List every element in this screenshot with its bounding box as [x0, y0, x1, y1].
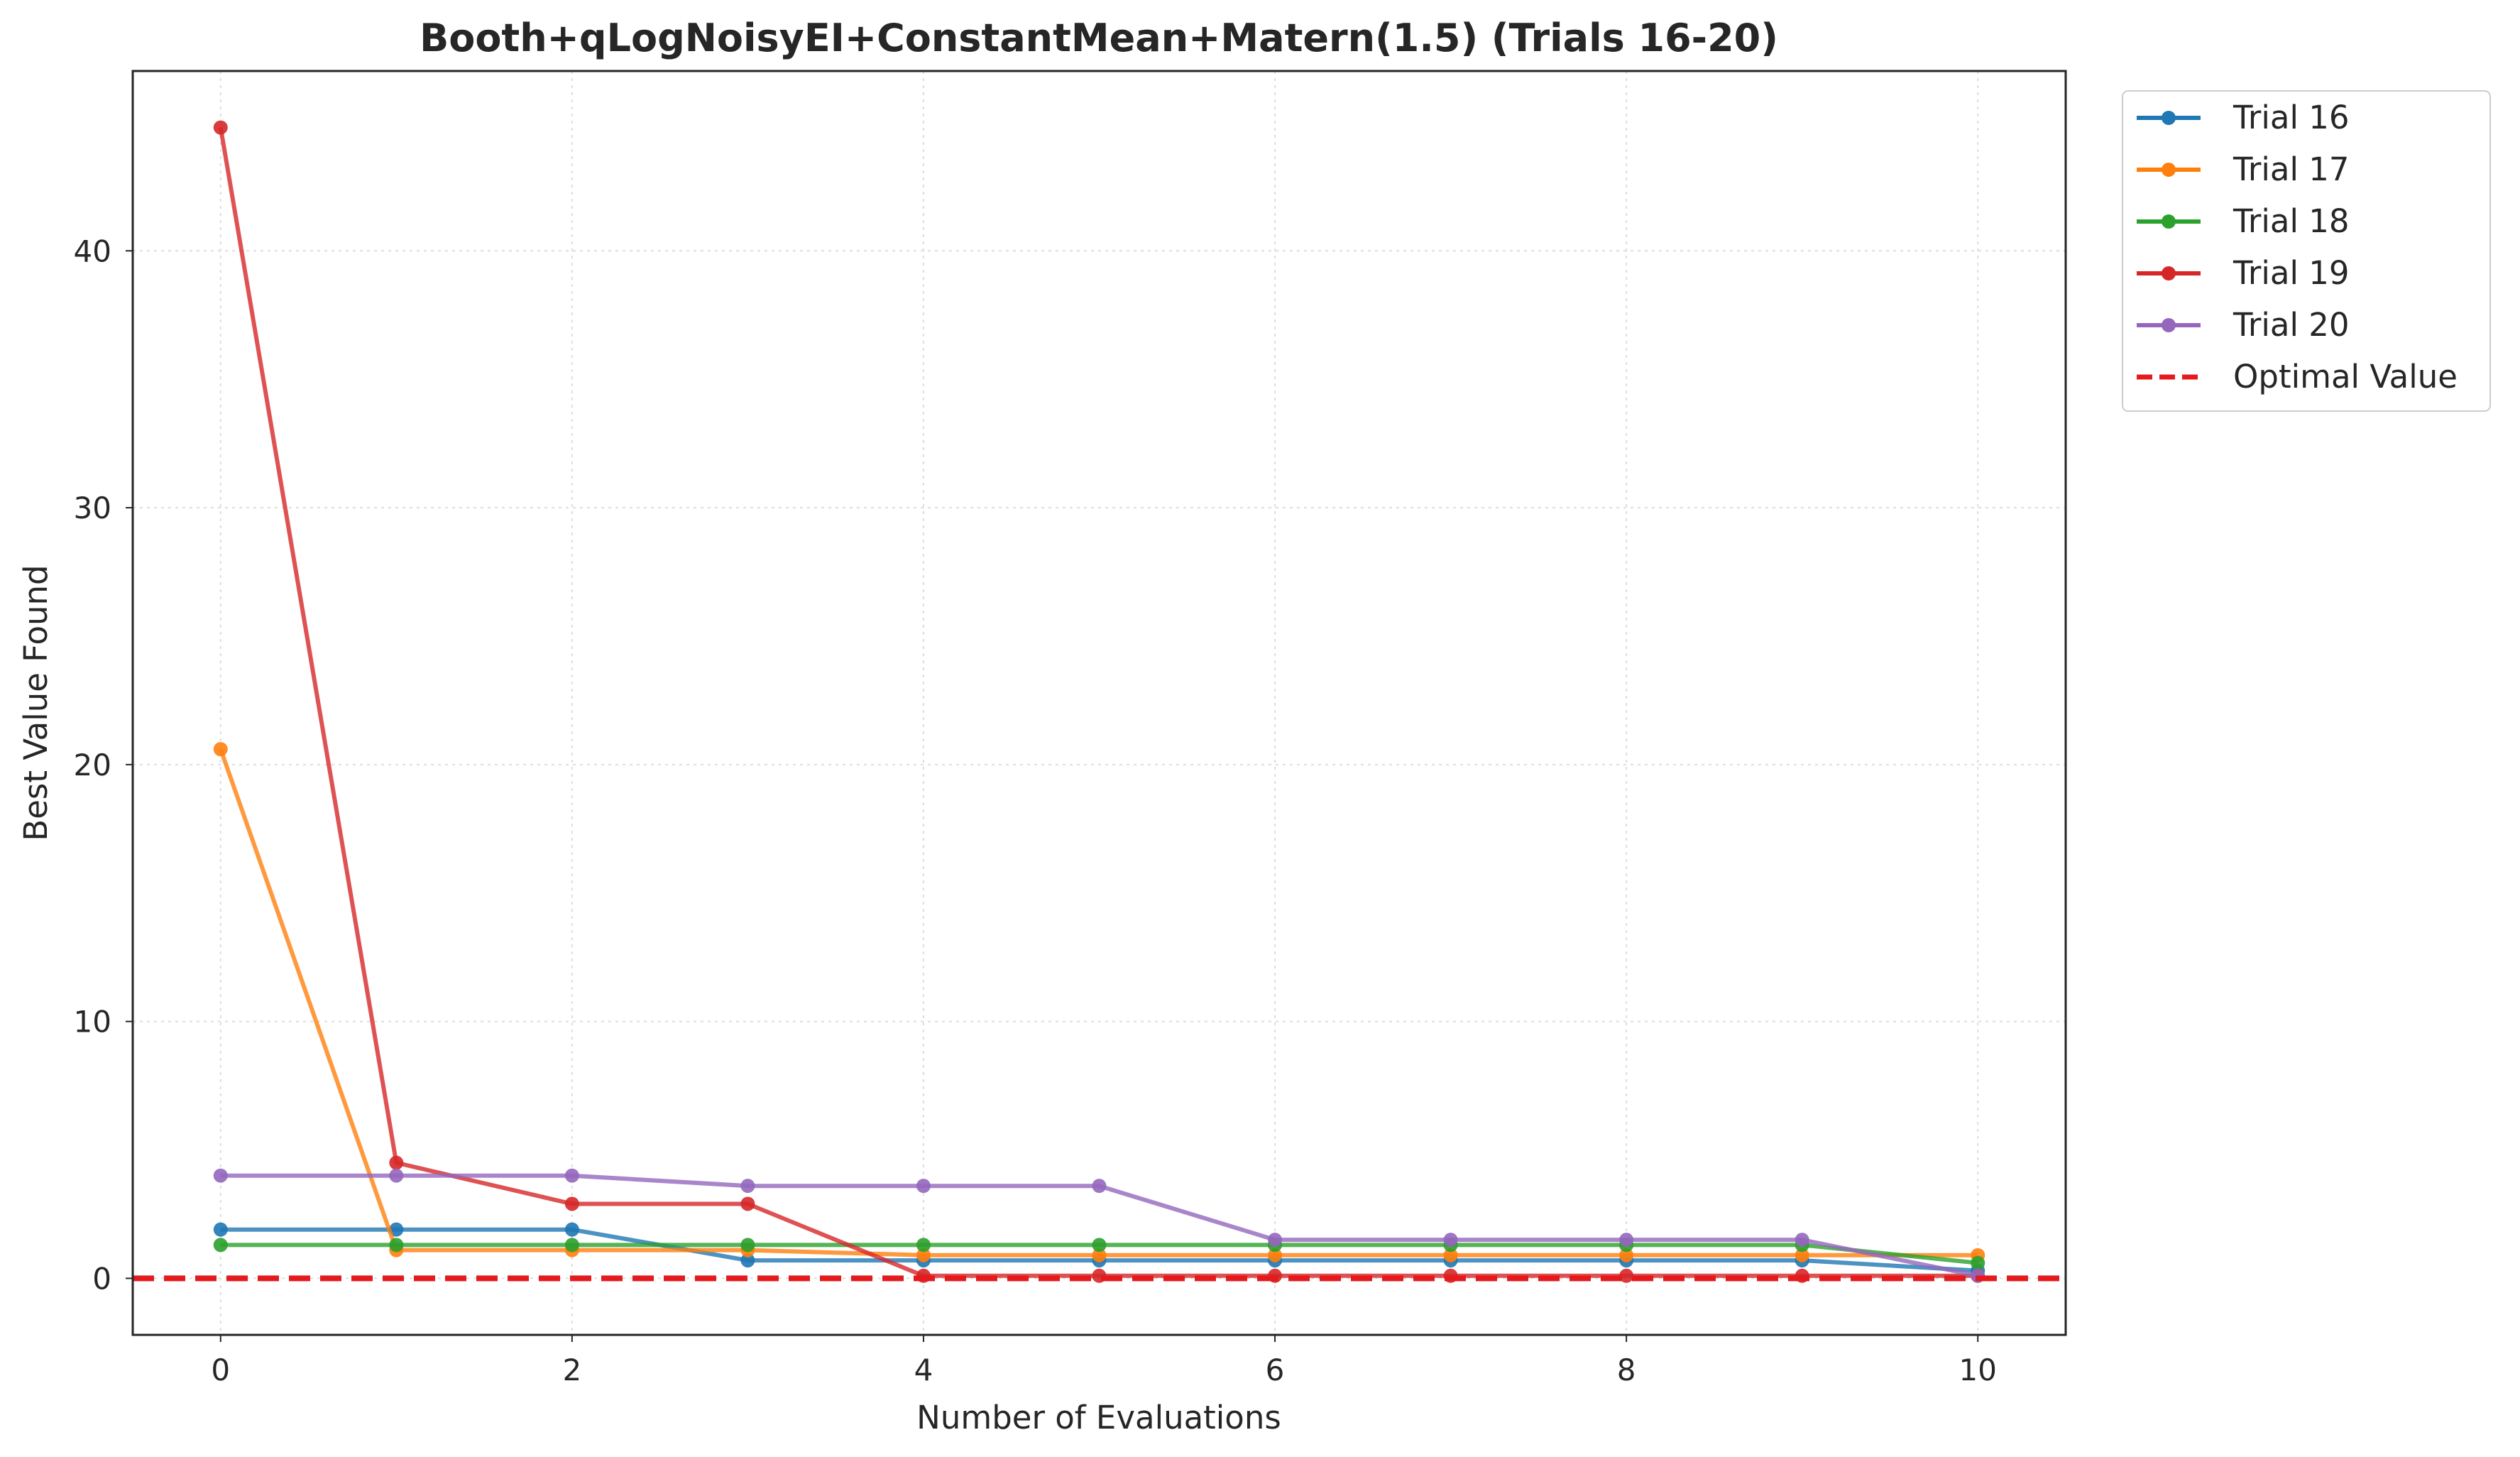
data-point	[213, 120, 228, 135]
legend-marker	[2162, 318, 2176, 332]
y-tick-label: 40	[74, 234, 111, 268]
data-point	[389, 1155, 404, 1170]
x-tick-label: 10	[1959, 1353, 1997, 1387]
data-point	[213, 742, 228, 757]
legend-item-optimal: Optimal Value	[2137, 358, 2458, 395]
legend-item: Trial 16	[2137, 99, 2350, 136]
data-point	[1443, 1233, 1458, 1248]
legend-label: Trial 18	[2233, 202, 2350, 240]
y-tick-label: 10	[74, 1005, 111, 1039]
chart-title: Booth+qLogNoisyEI+ConstantMean+Matern(1.…	[420, 16, 1778, 60]
data-point	[389, 1168, 404, 1183]
legend-item: Trial 19	[2137, 254, 2350, 292]
grid	[133, 71, 2066, 1335]
legend-marker	[2162, 163, 2176, 177]
y-tick-label: 20	[74, 748, 111, 782]
x-axis-label: Number of Evaluations	[916, 1399, 1281, 1436]
data-point	[1443, 1248, 1458, 1262]
x-ticks: 0 2 4 6 8 10	[211, 1335, 1997, 1387]
data-point	[740, 1238, 755, 1253]
data-point	[916, 1248, 931, 1262]
x-tick-label: 8	[1617, 1353, 1636, 1387]
data-point	[1619, 1248, 1634, 1262]
data-point	[1268, 1248, 1283, 1262]
y-tick-label: 0	[92, 1261, 111, 1296]
legend-item: Trial 18	[2137, 202, 2350, 240]
legend-item: Trial 17	[2137, 151, 2350, 188]
data-point	[1092, 1238, 1107, 1253]
legend: Trial 16 Trial 17 Trial 18 Trial 19 Trial 20…	[2122, 90, 2491, 412]
legend-box	[2122, 90, 2491, 412]
data-point	[564, 1222, 579, 1237]
legend-label: Trial 16	[2233, 99, 2350, 136]
legend-label: Trial 19	[2233, 254, 2350, 292]
legend-label: Trial 20	[2233, 306, 2350, 344]
data-point	[1092, 1248, 1107, 1262]
legend-marker	[2162, 111, 2176, 125]
series-trial-17	[213, 742, 1985, 1262]
data-point	[1619, 1233, 1634, 1248]
data-point	[740, 1253, 755, 1268]
data-point	[213, 1222, 228, 1237]
plot-frame	[131, 70, 2067, 1336]
data-point	[1971, 1255, 1985, 1270]
y-axis-label: Best Value Found	[17, 564, 55, 841]
series-layer	[133, 120, 2066, 1283]
x-tick-label: 4	[914, 1353, 933, 1387]
data-point	[740, 1179, 755, 1194]
x-tick-label: 0	[211, 1353, 230, 1387]
data-point	[213, 1168, 228, 1183]
data-point	[564, 1238, 579, 1253]
data-point	[1795, 1248, 1809, 1262]
data-point	[564, 1196, 579, 1211]
data-point	[389, 1222, 404, 1237]
data-point	[1795, 1233, 1809, 1248]
data-point	[916, 1238, 931, 1253]
data-point	[1268, 1233, 1283, 1248]
data-point	[1092, 1179, 1107, 1194]
series-trial-20	[213, 1168, 1985, 1283]
y-tick-label: 30	[74, 491, 111, 525]
data-point	[564, 1168, 579, 1183]
legend-marker	[2162, 266, 2176, 280]
data-point	[916, 1179, 931, 1194]
data-point	[740, 1196, 755, 1211]
x-tick-label: 6	[1266, 1353, 1285, 1387]
legend-label: Optimal Value	[2233, 358, 2458, 395]
data-point	[1619, 1268, 1634, 1283]
x-tick-label: 2	[562, 1353, 581, 1387]
legend-label: Trial 17	[2233, 151, 2350, 188]
y-ticks: 0 10 20 30 40	[74, 234, 133, 1296]
legend-marker	[2162, 214, 2176, 229]
data-point	[213, 1238, 228, 1253]
legend-item: Trial 20	[2137, 306, 2350, 344]
data-point	[389, 1238, 404, 1253]
